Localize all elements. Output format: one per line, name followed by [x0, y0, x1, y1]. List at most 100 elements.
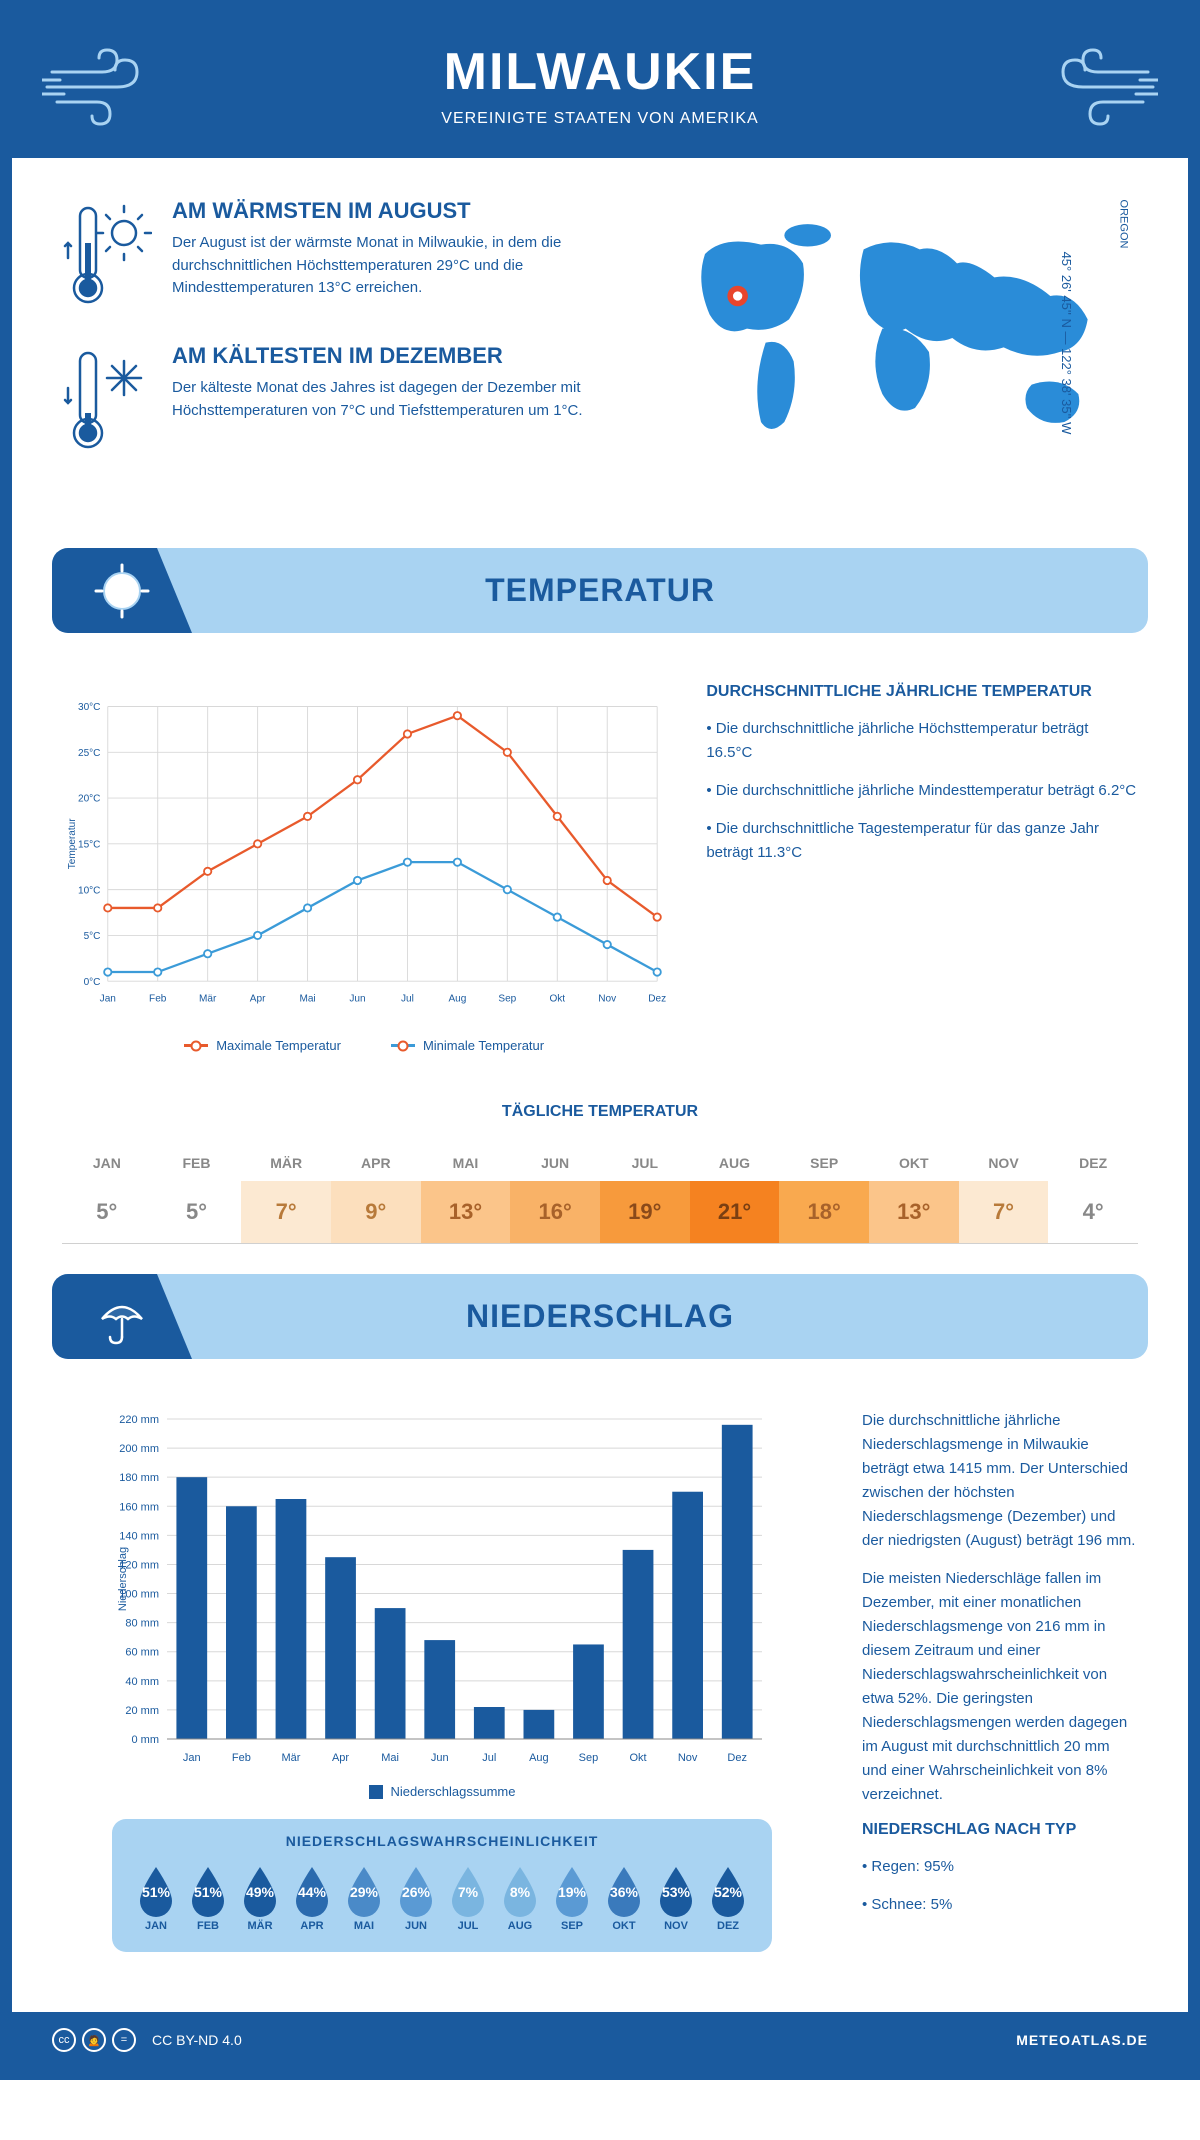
svg-text:Jul: Jul — [482, 1752, 496, 1764]
thermometer-cold-icon — [62, 343, 152, 453]
svg-text:Okt: Okt — [629, 1752, 646, 1764]
svg-text:Feb: Feb — [149, 993, 167, 1004]
svg-text:Mai: Mai — [299, 993, 315, 1004]
svg-text:10°C: 10°C — [78, 885, 100, 896]
temp-bullet: • Die durchschnittliche Tagestemperatur … — [706, 817, 1138, 865]
precipitation-bar-chart: 0 mm20 mm40 mm60 mm80 mm100 mm120 mm140 … — [62, 1409, 822, 1769]
footer-bar: cc 🙍 = CC BY-ND 4.0 METEOATLAS.DE — [12, 2012, 1188, 2068]
precip-type-bullet: • Regen: 95% — [862, 1855, 1138, 1879]
license-block: cc 🙍 = CC BY-ND 4.0 — [52, 2028, 242, 2052]
svg-text:Jun: Jun — [349, 993, 365, 1004]
svg-text:Mär: Mär — [281, 1752, 300, 1764]
probability-drop: 8% AUG — [496, 1863, 544, 1932]
wind-icon-right — [1038, 42, 1158, 132]
temp-month-header: NOV — [959, 1141, 1049, 1181]
svg-text:Jan: Jan — [183, 1752, 201, 1764]
precip-type-bullet: • Schnee: 5% — [862, 1893, 1138, 1917]
temp-month-header: JUN — [510, 1141, 600, 1181]
svg-text:180 mm: 180 mm — [119, 1472, 159, 1484]
by-icon: 🙍 — [82, 2028, 106, 2052]
temp-month-header: FEB — [152, 1141, 242, 1181]
svg-text:Jan: Jan — [100, 993, 116, 1004]
svg-text:Apr: Apr — [250, 993, 266, 1004]
license-text: CC BY-ND 4.0 — [152, 2032, 242, 2048]
coordinates-label: 45° 26' 45'' N — 122° 38' 35'' W — [1059, 252, 1074, 435]
svg-text:200 mm: 200 mm — [119, 1443, 159, 1455]
probability-drop: 53% NOV — [652, 1863, 700, 1932]
page-subtitle: VEREINIGTE STAATEN VON AMERIKA — [32, 110, 1168, 128]
svg-text:Dez: Dez — [727, 1752, 747, 1764]
warmest-text: Der August ist der wärmste Monat in Milw… — [172, 232, 605, 300]
svg-text:Mai: Mai — [381, 1752, 399, 1764]
svg-text:Nov: Nov — [678, 1752, 698, 1764]
legend-min-label: Minimale Temperatur — [423, 1038, 544, 1053]
svg-text:Okt: Okt — [549, 993, 565, 1004]
probability-drop: 52% DEZ — [704, 1863, 752, 1932]
temp-month-header: JAN — [62, 1141, 152, 1181]
coldest-block: AM KÄLTESTEN IM DEZEMBER Der kälteste Mo… — [62, 343, 605, 458]
svg-text:5°C: 5°C — [84, 931, 101, 942]
infographic-frame: MILWAUKIE VEREINIGTE STAATEN VON AMERIKA — [0, 0, 1200, 2080]
temp-value-cell: 13° — [421, 1181, 511, 1243]
precip-type-title: NIEDERSCHLAG NACH TYP — [862, 1821, 1138, 1839]
svg-text:Jul: Jul — [401, 993, 414, 1004]
temp-month-header: MAI — [421, 1141, 511, 1181]
temp-value-cell: 9° — [331, 1181, 421, 1243]
svg-text:20°C: 20°C — [78, 794, 100, 805]
temp-value-cell: 19° — [600, 1181, 690, 1243]
temp-bullet: • Die durchschnittliche jährliche Höchst… — [706, 717, 1138, 765]
temp-month-header: DEZ — [1048, 1141, 1138, 1181]
svg-text:160 mm: 160 mm — [119, 1501, 159, 1513]
svg-text:25°C: 25°C — [78, 748, 100, 759]
temp-value-cell: 16° — [510, 1181, 600, 1243]
temp-summary-title: DURCHSCHNITTLICHE JÄHRLICHE TEMPERATUR — [706, 683, 1138, 701]
svg-text:Sep: Sep — [579, 1752, 599, 1764]
svg-text:220 mm: 220 mm — [119, 1414, 159, 1426]
svg-text:20 mm: 20 mm — [125, 1705, 159, 1717]
svg-text:140 mm: 140 mm — [119, 1530, 159, 1542]
temperature-line-chart: 0°C 5°C 10°C 15°C 20°C 25°C 30°C Jan Feb Mär Apr Ma… — [62, 683, 666, 1023]
temperature-heading: TEMPERATUR — [76, 572, 1124, 609]
probability-drop: 51% JAN — [132, 1863, 180, 1932]
svg-text:Aug: Aug — [448, 993, 466, 1004]
svg-text:60 mm: 60 mm — [125, 1647, 159, 1659]
svg-text:15°C: 15°C — [78, 840, 100, 851]
prob-title: NIEDERSCHLAGSWAHRSCHEINLICHKEIT — [132, 1833, 752, 1849]
svg-text:0°C: 0°C — [84, 977, 101, 988]
umbrella-icon — [92, 1287, 152, 1347]
temperature-banner: TEMPERATUR — [52, 548, 1148, 633]
probability-drop: 36% OKT — [600, 1863, 648, 1932]
svg-text:Mär: Mär — [199, 993, 217, 1004]
daily-temperature-table: JANFEBMÄRAPRMAIJUNJULAUGSEPOKTNOVDEZ5°5°… — [62, 1141, 1138, 1244]
temp-value-cell: 7° — [241, 1181, 331, 1243]
coldest-text: Der kälteste Monat des Jahres ist dagege… — [172, 377, 605, 422]
temperature-summary: DURCHSCHNITTLICHE JÄHRLICHE TEMPERATUR •… — [706, 683, 1138, 1053]
temp-value-cell: 5° — [152, 1181, 242, 1243]
temperature-chart-row: 0°C 5°C 10°C 15°C 20°C 25°C 30°C Jan Feb Mär Apr Ma… — [12, 653, 1188, 1083]
svg-text:80 mm: 80 mm — [125, 1618, 159, 1630]
daily-temp-title: TÄGLICHE TEMPERATUR — [12, 1103, 1188, 1121]
temp-value-cell: 13° — [869, 1181, 959, 1243]
svg-text:0 mm: 0 mm — [132, 1734, 160, 1746]
svg-text:Niederschlag: Niederschlag — [117, 1547, 129, 1611]
svg-text:Dez: Dez — [648, 993, 666, 1004]
svg-text:30°C: 30°C — [78, 702, 100, 713]
probability-drop: 26% JUN — [392, 1863, 440, 1932]
temp-value-cell: 4° — [1048, 1181, 1138, 1243]
map-panel: OREGON 45° 26' 45'' N — 122° 38' 35'' W — [645, 198, 1138, 488]
sun-icon — [92, 561, 152, 621]
temp-month-header: JUL — [600, 1141, 690, 1181]
probability-drop: 29% MAI — [340, 1863, 388, 1932]
region-label: OREGON — [1118, 200, 1130, 249]
svg-text:Apr: Apr — [332, 1752, 349, 1764]
precipitation-legend: Niederschlagssumme — [62, 1784, 822, 1799]
temp-value-cell: 21° — [690, 1181, 780, 1243]
temp-month-header: APR — [331, 1141, 421, 1181]
svg-text:Aug: Aug — [529, 1752, 549, 1764]
svg-text:Temperatur: Temperatur — [67, 818, 78, 870]
svg-text:Jun: Jun — [431, 1752, 449, 1764]
svg-text:Feb: Feb — [232, 1752, 251, 1764]
svg-text:Nov: Nov — [598, 993, 616, 1004]
cc-icon: cc — [52, 2028, 76, 2052]
precipitation-summary: Die durchschnittliche jährliche Niedersc… — [862, 1409, 1138, 1982]
